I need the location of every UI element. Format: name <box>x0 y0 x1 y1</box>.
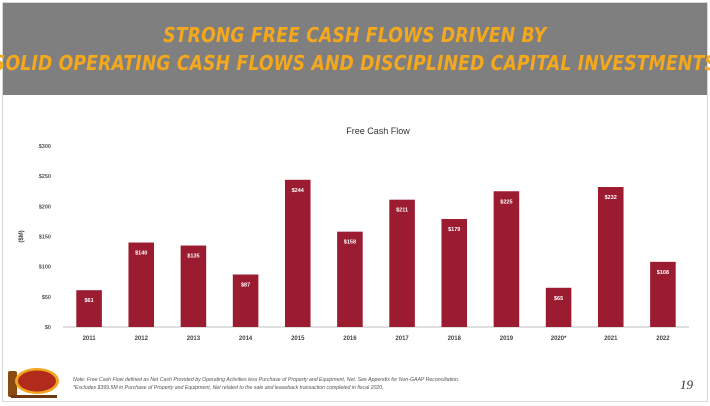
x-tick-label: 2011 <box>83 336 97 342</box>
x-tick-label: 2021 <box>604 336 618 342</box>
slide-header: STRONG FREE CASH FLOWS DRIVEN BY SOLID O… <box>0 3 710 95</box>
bar <box>337 231 363 327</box>
bar-data-label: $225 <box>500 199 512 205</box>
bar-data-label: $61 <box>84 298 93 304</box>
y-tick-label: $100 <box>39 265 51 271</box>
bar <box>232 274 259 327</box>
bar-data-label: $140 <box>135 251 147 257</box>
footnote-exclusion: *Excludes $399.5M in Purchase of Propert… <box>73 385 384 391</box>
bar <box>128 242 155 327</box>
x-tick-label: 2018 <box>448 336 462 342</box>
x-tick-label: 2019 <box>500 336 514 342</box>
bar-data-label: $65 <box>554 296 563 302</box>
x-tick-label: 2013 <box>187 336 201 342</box>
y-tick-label: $200 <box>39 204 51 210</box>
slide-title-line-1: STRONG FREE CASH FLOWS DRIVEN BY <box>163 23 547 47</box>
bar-data-label: $87 <box>241 283 250 289</box>
y-tick-label: $300 <box>39 144 51 150</box>
bar-data-label: $244 <box>292 188 305 194</box>
page-number: 19 <box>680 377 693 392</box>
bar <box>650 261 676 327</box>
bar-data-label: $135 <box>187 254 199 260</box>
free-cash-flow-chart: Free Cash Flow ($M) $0 $50 $100 $150 $200 $250 $… <box>19 126 689 342</box>
bar <box>180 245 207 327</box>
bar-data-label: $179 <box>448 227 460 233</box>
slide-title-line-2: SOLID OPERATING CASH FLOWS AND DISCIPLIN… <box>0 51 710 75</box>
x-tick-label: 2015 <box>291 336 305 342</box>
x-tick-label: 2014 <box>239 336 253 342</box>
footnotes: Note: Free Cash Flow defined as Net Cash… <box>73 376 459 392</box>
bar-data-label: $108 <box>657 270 669 276</box>
x-tick-label: 2022 <box>656 336 670 342</box>
bar-data-label: $211 <box>396 208 408 214</box>
bar <box>389 199 415 327</box>
y-axis-label: ($M) <box>19 230 25 242</box>
footnote-definition: Note: Free Cash Flow defined as Net Cash… <box>73 377 460 383</box>
bar <box>597 187 624 327</box>
x-tick-label: 2016 <box>343 336 357 342</box>
bar <box>493 191 520 327</box>
bar-data-label: $232 <box>605 195 617 201</box>
chart-title: Free Cash Flow <box>346 126 410 136</box>
bar <box>76 290 102 327</box>
x-tick-label: 2017 <box>395 336 409 342</box>
y-tick-label: $250 <box>39 174 51 180</box>
y-tick-label: $50 <box>42 295 51 301</box>
y-tick-label: $0 <box>45 325 51 331</box>
bar <box>284 179 311 327</box>
x-tick-label: 2020* <box>551 336 567 342</box>
bar <box>545 287 572 327</box>
bar-data-label: $158 <box>344 240 356 246</box>
x-tick-label: 2012 <box>135 336 149 342</box>
cracker-barrel-logo <box>8 368 59 398</box>
y-tick-label: $150 <box>39 235 51 241</box>
bar <box>441 219 468 327</box>
